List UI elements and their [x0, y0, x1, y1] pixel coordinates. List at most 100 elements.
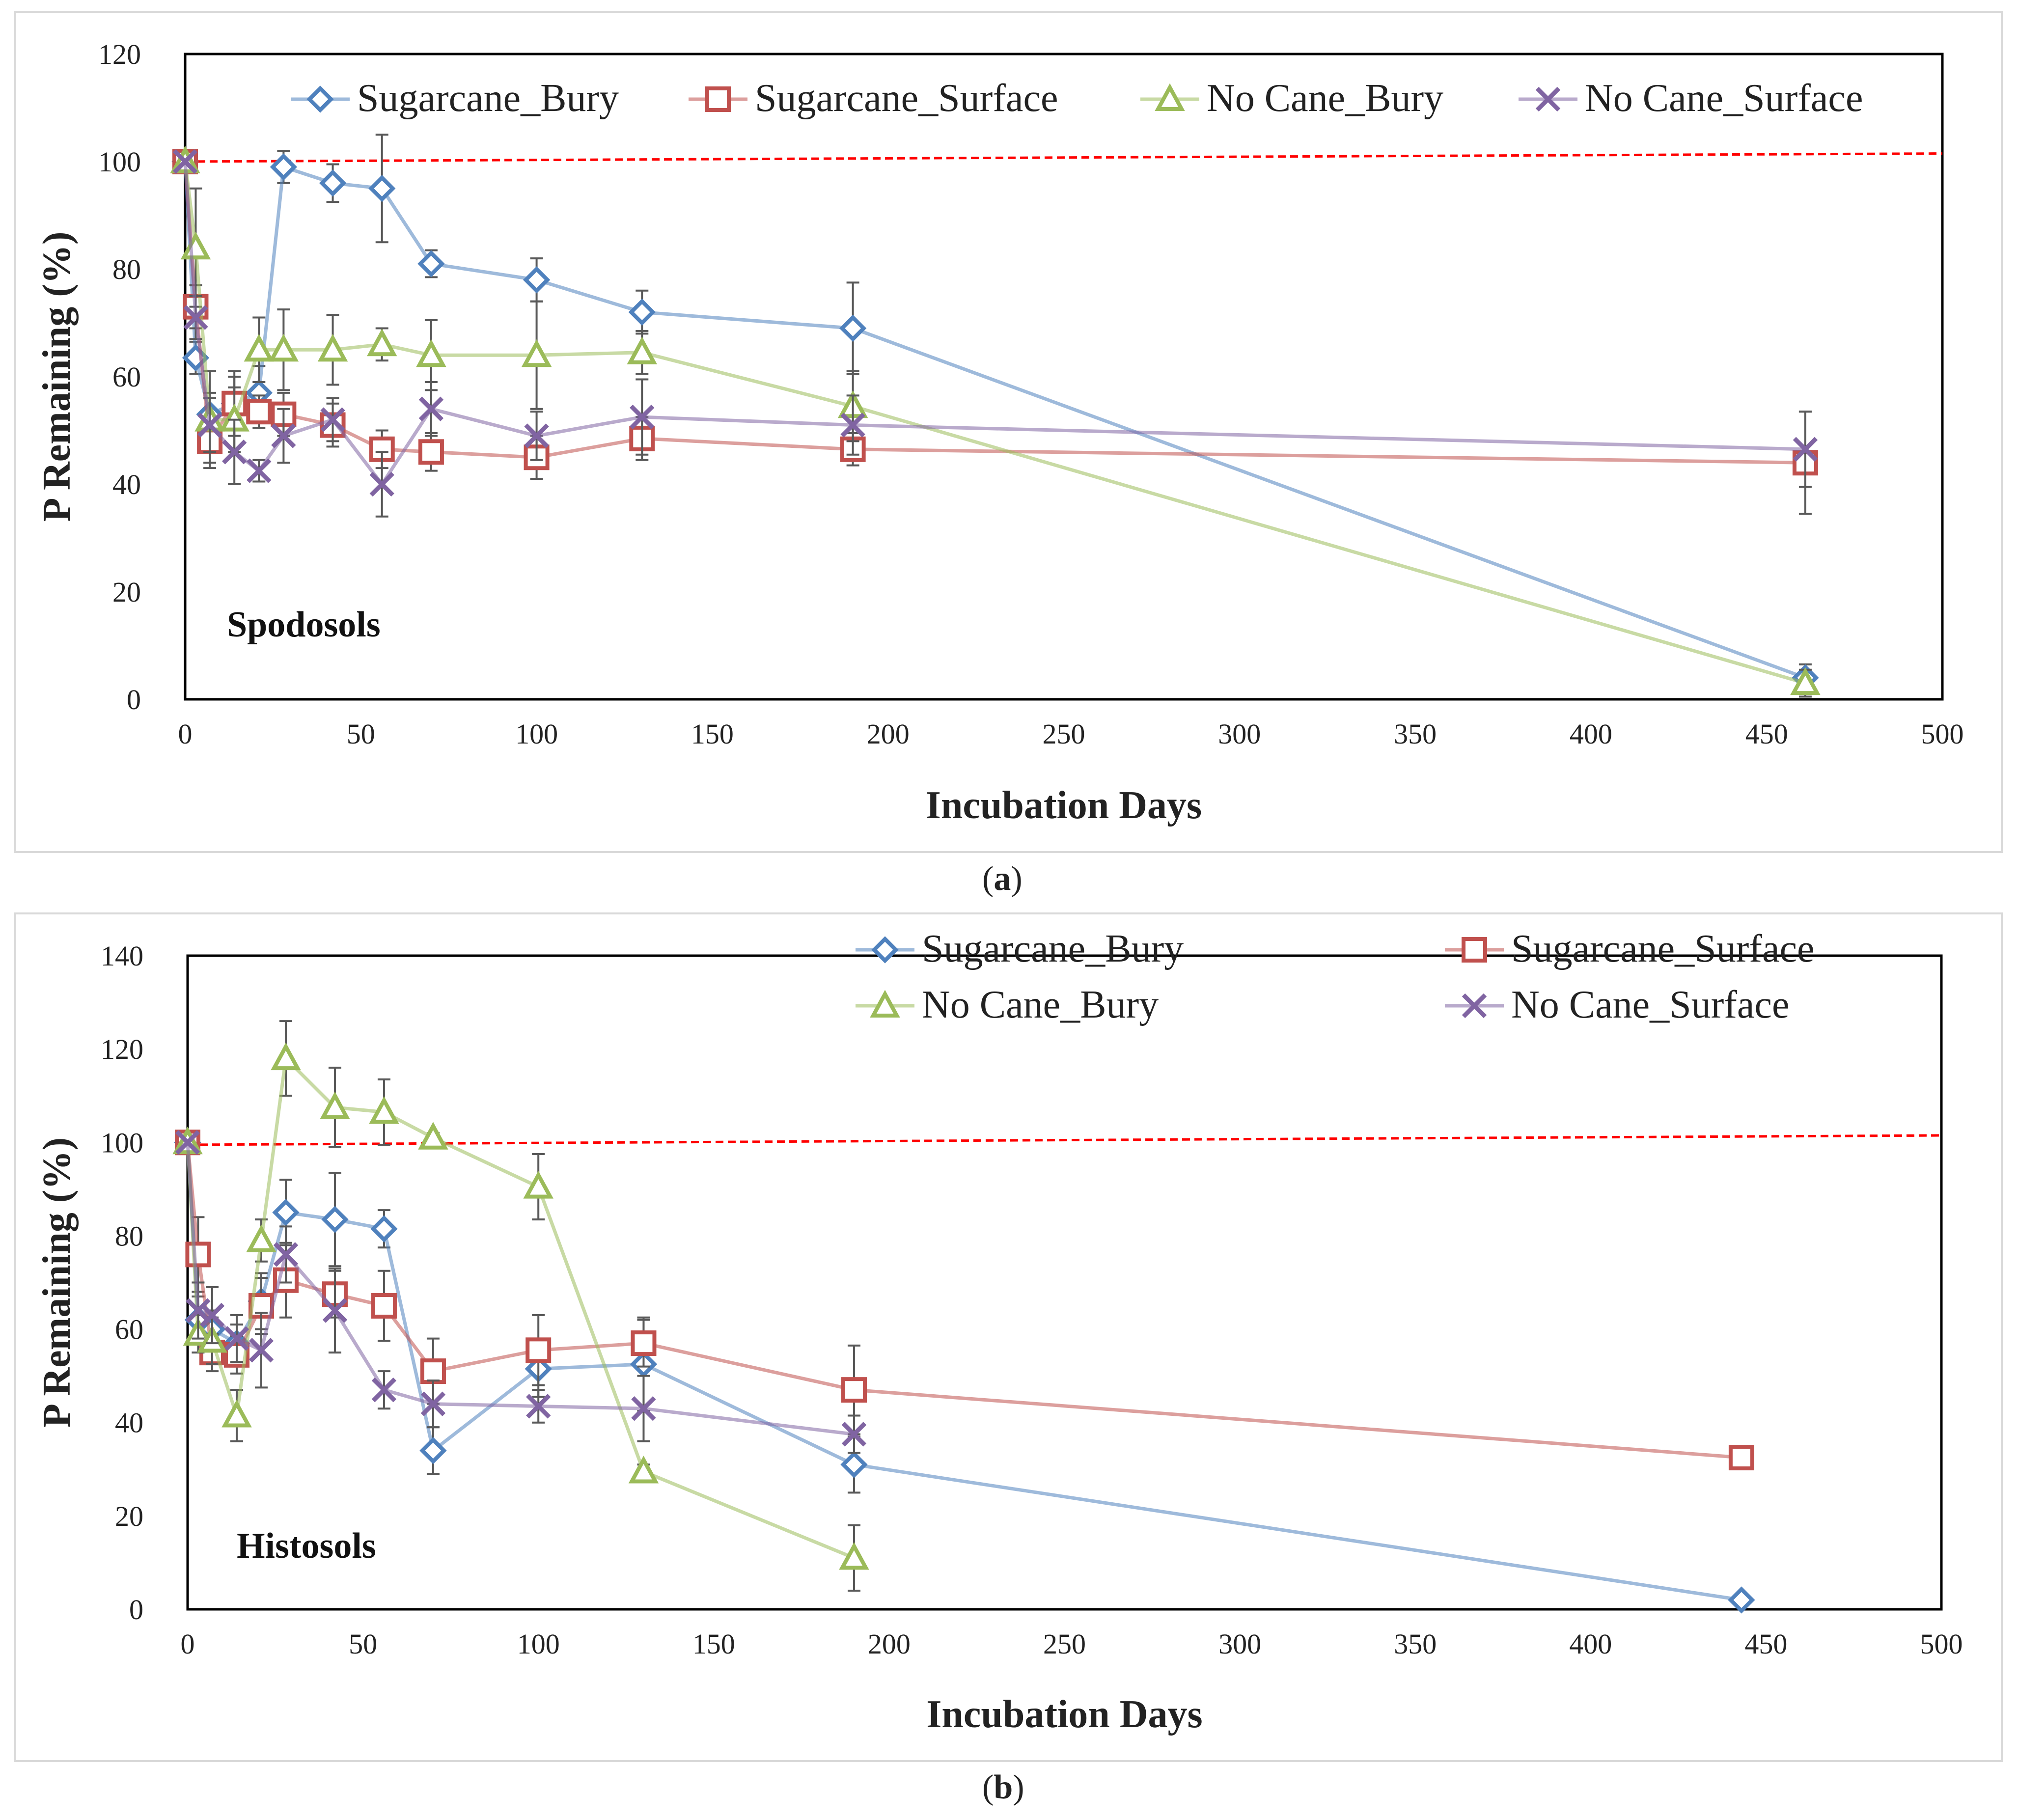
data-point: [246, 399, 272, 425]
data-point: [525, 1337, 552, 1363]
chart-histosols: 0 50 100 150 200 250 300 350 400 450 500 0 20 40 60 80 1…: [35, 927, 1963, 1736]
legend-label: Sugarcane_Surface: [755, 77, 1058, 120]
data-point: [521, 339, 552, 367]
legend-marker: [1462, 993, 1487, 1019]
legend-label: No Cane_Bury: [1207, 77, 1443, 120]
soil-type-annotation: Histosols: [237, 1526, 376, 1566]
data-point: [366, 328, 397, 357]
data-point: [199, 1302, 225, 1328]
legend-marker: [871, 936, 899, 964]
legend-marker: [705, 86, 731, 112]
legend-entry-no-cane-surface: No Cane_Surface: [1519, 77, 1863, 120]
plot-area: [186, 954, 1943, 1611]
x-tick-label: 300: [1218, 1628, 1261, 1660]
x-tick-label: 100: [517, 1628, 560, 1660]
data-point: [841, 1422, 867, 1447]
caption-b: (b): [982, 1768, 1024, 1806]
data-point: [244, 333, 275, 362]
y-tick-label: 0: [127, 684, 141, 716]
y-tick-label: 120: [101, 1033, 143, 1065]
series-sugarcane-bury: [174, 1129, 1755, 1614]
plot-area: [184, 53, 1944, 701]
y-tick-label: 20: [112, 576, 141, 608]
data-point: [369, 1096, 399, 1124]
x-tick-label: 500: [1920, 1628, 1963, 1660]
data-point: [369, 471, 394, 497]
data-point: [221, 1400, 252, 1428]
legend-label: No Cane_Surface: [1585, 77, 1863, 120]
data-point: [368, 175, 396, 202]
reference-line-100: [185, 152, 1943, 163]
data-point: [185, 1241, 211, 1268]
data-point: [183, 305, 208, 330]
series-sugarcane-surface: [175, 1130, 1754, 1471]
y-tick-label: 80: [115, 1220, 143, 1252]
data-point: [839, 1542, 869, 1570]
data-point: [418, 396, 444, 421]
data-point: [523, 266, 551, 294]
data-point: [420, 1358, 446, 1384]
data-point: [271, 423, 296, 448]
x-tick-label: 400: [1570, 718, 1612, 750]
data-point: [321, 1206, 349, 1233]
data-point: [631, 1330, 657, 1356]
y-tick-label: 0: [129, 1594, 143, 1626]
x-tick-label: 150: [692, 1628, 735, 1660]
x-tick-label: 150: [691, 718, 734, 750]
data-point: [627, 336, 658, 364]
x-tick-label: 0: [178, 718, 193, 750]
data-point: [322, 1298, 348, 1323]
legend-entry-no-cane-bury: No Cane_Bury: [856, 983, 1159, 1026]
data-point: [172, 149, 198, 174]
data-point: [273, 1242, 299, 1267]
legend-entry-no-cane-surface: No Cane_Surface: [1445, 983, 1789, 1026]
data-point: [840, 1451, 868, 1478]
x-tick-label: 250: [1043, 1628, 1086, 1660]
legend-label: Sugarcane_Bury: [922, 927, 1184, 970]
x-tick-label: 0: [181, 1628, 195, 1660]
data-point: [319, 169, 347, 197]
series-no-cane-surface: [175, 1130, 867, 1454]
data-point: [417, 250, 445, 277]
series-no-cane-bury: [172, 1020, 869, 1592]
x-tick-label: 450: [1744, 1628, 1787, 1660]
x-axis-title: Incubation Days: [926, 1693, 1202, 1736]
x-tick-label: 300: [1218, 718, 1261, 750]
data-point: [1790, 667, 1821, 695]
data-point: [418, 439, 444, 465]
data-point: [370, 1215, 398, 1242]
y-tick-label: 100: [101, 1127, 143, 1158]
data-point: [371, 1377, 397, 1403]
data-point: [270, 153, 298, 181]
chart-spodosols: 0 50 100 150 200 250 300 350 400 450 500 0 20 40 60 80 1…: [35, 38, 1964, 827]
data-point: [222, 440, 247, 465]
data-point: [268, 333, 299, 362]
data-point: [419, 1437, 447, 1464]
x-axis-title: Incubation Days: [926, 784, 1202, 827]
x-tick-label: 50: [347, 718, 375, 750]
x-tick-label: 350: [1394, 718, 1437, 750]
x-tick-label: 400: [1569, 1628, 1612, 1660]
data-point: [320, 407, 345, 432]
data-point: [224, 1326, 249, 1351]
legend-entry-sugarcane-bury: Sugarcane_Bury: [856, 927, 1184, 970]
legend-marker: [1155, 83, 1185, 111]
data-point: [175, 1130, 200, 1155]
data-point: [249, 1338, 274, 1363]
legend-entry-sugarcane-surface: Sugarcane_Surface: [1445, 927, 1814, 970]
y-axis-title: P Remaining (%): [35, 1137, 79, 1428]
y-tick-label: 40: [115, 1407, 143, 1439]
y-tick-label: 20: [115, 1500, 143, 1532]
data-point: [272, 1199, 300, 1226]
x-tick-label: 500: [1921, 718, 1964, 750]
data-point: [246, 1224, 276, 1252]
data-point: [628, 298, 656, 326]
caption-a: (a): [982, 860, 1023, 898]
x-tick-label: 50: [349, 1628, 377, 1660]
data-point: [628, 1456, 659, 1484]
data-point: [631, 1396, 656, 1421]
data-point: [317, 333, 348, 362]
data-point: [524, 423, 549, 448]
series-sugarcane-surface: [172, 149, 1818, 515]
data-point: [1728, 1445, 1754, 1471]
